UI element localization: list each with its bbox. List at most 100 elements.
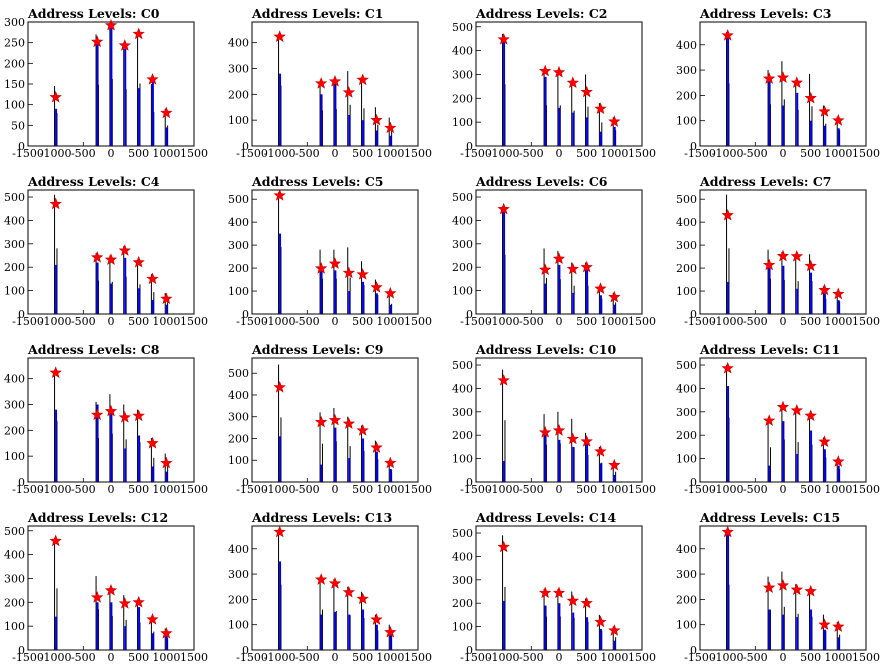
black-bar xyxy=(347,71,349,146)
x-tick-label: 1000 xyxy=(600,315,628,328)
blue-bar xyxy=(334,270,337,314)
blue-bar xyxy=(599,628,602,650)
black-bar xyxy=(557,589,559,650)
chart-panel-3: Address Levels: C3 0 100 200 300 400 -1500-100… xyxy=(676,6,880,160)
y-tick-label: 100 xyxy=(676,619,697,632)
x-tick-label: -500 xyxy=(743,315,768,328)
black-bar xyxy=(109,24,111,146)
y-tick-label: 200 xyxy=(4,261,25,274)
blue-bar xyxy=(165,471,168,482)
panel-title: Address Levels: C5 xyxy=(251,174,384,189)
panel-title: Address Levels: C6 xyxy=(475,174,608,189)
black-bar xyxy=(836,291,838,314)
peak-marker xyxy=(832,620,845,632)
x-tick-label: -500 xyxy=(295,147,320,160)
black-bar xyxy=(347,247,349,314)
x-tick-label: -1500 xyxy=(684,315,716,328)
x-tick-label: 0 xyxy=(556,315,563,328)
y-tick-label: 0 xyxy=(466,140,473,153)
peak-marker xyxy=(370,280,383,293)
peak-marker xyxy=(804,409,817,421)
x-tick-label: -500 xyxy=(519,147,544,160)
peak-marker xyxy=(104,583,118,596)
x-tick-label: 0 xyxy=(780,147,787,160)
chart-panel-13: Address Levels: C13 0 100 200 300 400 -1500-10… xyxy=(228,510,432,664)
blue-bar xyxy=(837,128,840,146)
peak-marker xyxy=(160,106,173,119)
black-bar xyxy=(95,253,97,314)
black-bar xyxy=(150,84,152,146)
black-bar xyxy=(333,249,335,314)
x-tick-label: 1000 xyxy=(376,483,404,496)
chart-panel-8: Address Levels: C8 0 100 200 300 400 -1500-100… xyxy=(4,342,208,496)
x-tick-label: -1500 xyxy=(236,147,268,160)
blue-bar xyxy=(503,600,506,650)
peak-marker xyxy=(608,115,621,127)
blue-bar xyxy=(124,257,127,314)
y-tick-label: 50 xyxy=(11,119,25,132)
y-tick-label: 0 xyxy=(466,476,473,489)
y-tick-label: 0 xyxy=(690,476,697,489)
y-tick-label: 400 xyxy=(452,45,473,58)
y-tick-label: 300 xyxy=(452,238,473,251)
chart-panel-5: Address Levels: C50100200300400500-1500-… xyxy=(228,174,432,328)
black-bar xyxy=(333,408,335,482)
black-bar xyxy=(585,598,587,650)
black-bar xyxy=(137,599,139,650)
peak-marker xyxy=(790,76,804,89)
peak-marker xyxy=(790,583,804,595)
black-bar xyxy=(319,249,321,314)
blue-bar xyxy=(823,629,826,650)
x-tick-label: 500 xyxy=(576,651,597,664)
x-tick-label: 0 xyxy=(108,651,115,664)
peak-marker xyxy=(497,374,510,386)
y-tick-label: 100 xyxy=(452,285,473,298)
peak-marker xyxy=(273,525,286,538)
black-bar xyxy=(164,628,166,650)
blue-bar xyxy=(727,281,730,314)
black-bar xyxy=(502,33,504,146)
x-tick-label: 1000 xyxy=(600,483,628,496)
blue-bar xyxy=(348,115,351,146)
peak-marker xyxy=(497,32,510,45)
y-tick-label: 0 xyxy=(18,476,25,489)
peak-marker xyxy=(104,253,118,265)
y-tick-label: 150 xyxy=(4,78,25,91)
peak-marker xyxy=(804,91,817,104)
x-tick-label: 1500 xyxy=(404,651,432,664)
peak-marker xyxy=(384,286,397,299)
y-tick-label: 0 xyxy=(18,308,25,321)
x-tick-label: -500 xyxy=(519,483,544,496)
x-tick-label: -1000 xyxy=(712,651,744,664)
blue-bar xyxy=(375,451,378,482)
peak-marker xyxy=(356,592,369,605)
x-tick-label: 0 xyxy=(556,147,563,160)
peak-marker xyxy=(118,597,132,609)
y-tick-label: 300 xyxy=(676,64,697,77)
x-tick-label: 1500 xyxy=(180,651,208,664)
peak-marker xyxy=(370,441,383,453)
blue-bar xyxy=(320,464,323,482)
blue-bar xyxy=(572,612,575,650)
black-bar xyxy=(278,36,280,147)
blue-bar xyxy=(572,112,575,146)
x-tick-label: -500 xyxy=(71,147,96,160)
blue-bar xyxy=(138,88,141,146)
x-tick-label: 0 xyxy=(108,147,115,160)
black-bar xyxy=(374,614,376,650)
peak-marker xyxy=(566,432,580,445)
peak-marker xyxy=(594,102,607,114)
black-bar xyxy=(822,105,824,146)
x-tick-label: 1500 xyxy=(180,147,208,160)
peak-marker xyxy=(608,290,621,303)
black-bar xyxy=(109,588,111,650)
blue-bar xyxy=(375,130,378,146)
x-tick-label: 1000 xyxy=(824,483,852,496)
x-tick-label: 0 xyxy=(780,483,787,496)
y-tick-label: 300 xyxy=(676,239,697,252)
peak-marker xyxy=(608,458,621,471)
blue-bar xyxy=(362,438,365,482)
black-bar xyxy=(598,446,600,482)
blue-bar xyxy=(544,430,547,482)
peak-marker xyxy=(594,615,607,628)
